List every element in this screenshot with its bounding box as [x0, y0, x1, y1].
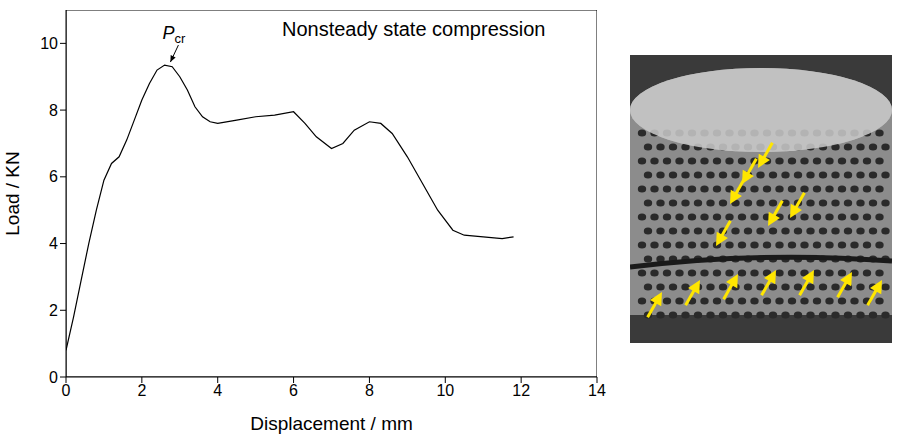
svg-text:2: 2	[49, 302, 58, 319]
svg-text:8: 8	[365, 382, 374, 399]
svg-text:Load / KN: Load / KN	[2, 151, 23, 236]
svg-text:12: 12	[512, 382, 530, 399]
svg-text:6: 6	[49, 168, 58, 185]
svg-text:4: 4	[213, 382, 222, 399]
svg-text:4: 4	[49, 235, 58, 252]
svg-text:8: 8	[49, 102, 58, 119]
svg-text:10: 10	[40, 35, 58, 52]
svg-text:Pcr: Pcr	[162, 23, 186, 46]
svg-text:2: 2	[137, 382, 146, 399]
svg-text:Displacement / mm: Displacement / mm	[250, 413, 413, 434]
svg-text:14: 14	[588, 382, 606, 399]
svg-text:10: 10	[436, 382, 454, 399]
svg-text:0: 0	[49, 369, 58, 386]
html-text:Nonsteady state compression: Nonsteady state compression	[282, 18, 546, 40]
svg-text:6: 6	[289, 382, 298, 399]
svg-text:0: 0	[62, 382, 71, 399]
